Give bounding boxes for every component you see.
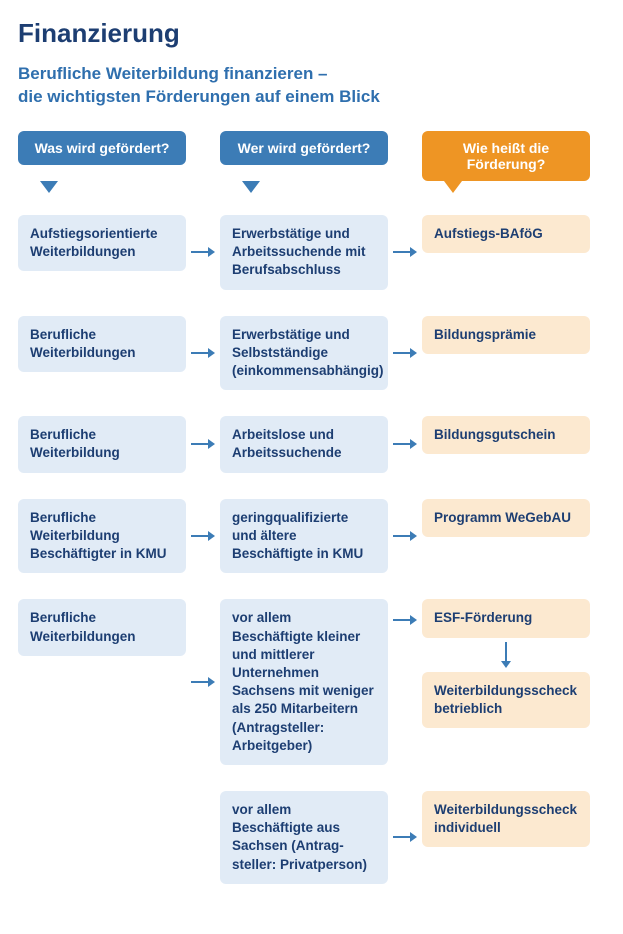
- row3-col3: Bildungsgutschein: [422, 416, 590, 454]
- arrow-right-icon: [186, 529, 220, 543]
- arrow-right-icon: [388, 613, 422, 627]
- arrow-right-icon: [388, 346, 422, 360]
- row5-col1: Berufliche Weiterbildungen: [18, 599, 186, 655]
- row1-col2: Erwerbstätige und Arbeitssuchende mit Be…: [220, 215, 388, 290]
- subtitle-line-2: die wichtigsten Förderungen auf einem Bl…: [18, 87, 380, 106]
- row4-col1: Berufliche Weiterbildung Beschäftigter i…: [18, 499, 186, 574]
- header-col-3-tail-icon: [444, 181, 462, 193]
- flow-row-6: vor allem Beschäftigte aus Sachsen (Antr…: [18, 791, 605, 884]
- header-col-1-label: Was wird gefördert?: [18, 131, 186, 165]
- row2-col1: Berufliche Weiterbildungen: [18, 316, 186, 372]
- arrow-right-icon: [388, 529, 422, 543]
- header-col-2: Wer wird gefördert?: [220, 131, 388, 181]
- arrow-right-icon: [186, 245, 220, 259]
- header-col-2-tail-icon: [242, 181, 260, 193]
- row6-col2: vor allem Beschäftigte aus Sachsen (Antr…: [220, 791, 388, 884]
- header-col-3-label: Wie heißt die Förderung?: [422, 131, 590, 181]
- header-col-3: Wie heißt die Förderung?: [422, 131, 590, 181]
- row5-col3b: Weiterbildungsscheck betrieblich: [422, 672, 590, 728]
- flow-row-3: Berufliche Weiterbildung Arbeitslose und…: [18, 416, 605, 472]
- row3-col2: Arbeitslose und Arbeitssuchende: [220, 416, 388, 472]
- header-col-1: Was wird gefördert?: [18, 131, 186, 181]
- row6-col3: Weiterbildungsscheck individuell: [422, 791, 590, 847]
- flow-row-4: Berufliche Weiterbildung Beschäftigter i…: [18, 499, 605, 574]
- row2-col3: Bildungsprämie: [422, 316, 590, 354]
- row1-col3: Aufstiegs-BAföG: [422, 215, 590, 253]
- row4-col3: Programm WeGebAU: [422, 499, 590, 537]
- arrow-down-icon: [422, 638, 590, 672]
- page-subtitle: Berufliche Weiterbildung finanzieren – d…: [18, 63, 605, 109]
- arrow-right-icon: [388, 830, 422, 844]
- arrow-right-icon: [186, 437, 220, 451]
- row1-col1: Aufstiegsorientierte Weiterbildungen: [18, 215, 186, 271]
- arrow-right-icon: [186, 346, 220, 360]
- row4-col2: geringqualifizierte und ältere Beschäfti…: [220, 499, 388, 574]
- arrow-right-icon: [186, 675, 220, 689]
- flow-row-5: Berufliche Weiterbildungen vor allem Bes…: [18, 599, 605, 765]
- arrow-right-icon: [388, 437, 422, 451]
- page-title: Finanzierung: [18, 18, 605, 49]
- flow-row-2: Berufliche Weiterbildungen Erwerbstätige…: [18, 316, 605, 391]
- header-col-2-label: Wer wird gefördert?: [220, 131, 388, 165]
- header-col-1-tail-icon: [40, 181, 58, 193]
- row2-col2: Erwerbstätige und Selbstständige (einkom…: [220, 316, 388, 391]
- arrow-right-icon: [388, 245, 422, 259]
- flow-row-1: Aufstiegsorientierte Weiterbildungen Erw…: [18, 215, 605, 290]
- subtitle-line-1: Berufliche Weiterbildung finanzieren –: [18, 64, 328, 83]
- row5-col3-stack: ESF-Förderung Weiterbildungsscheck betri…: [422, 599, 590, 728]
- row3-col1: Berufliche Weiterbildung: [18, 416, 186, 472]
- row5-col3a: ESF-Förderung: [422, 599, 590, 637]
- row5-col2: vor allem Beschäftigte kleiner und mittl…: [220, 599, 388, 765]
- column-headers: Was wird gefördert? Wer wird gefördert? …: [18, 131, 605, 181]
